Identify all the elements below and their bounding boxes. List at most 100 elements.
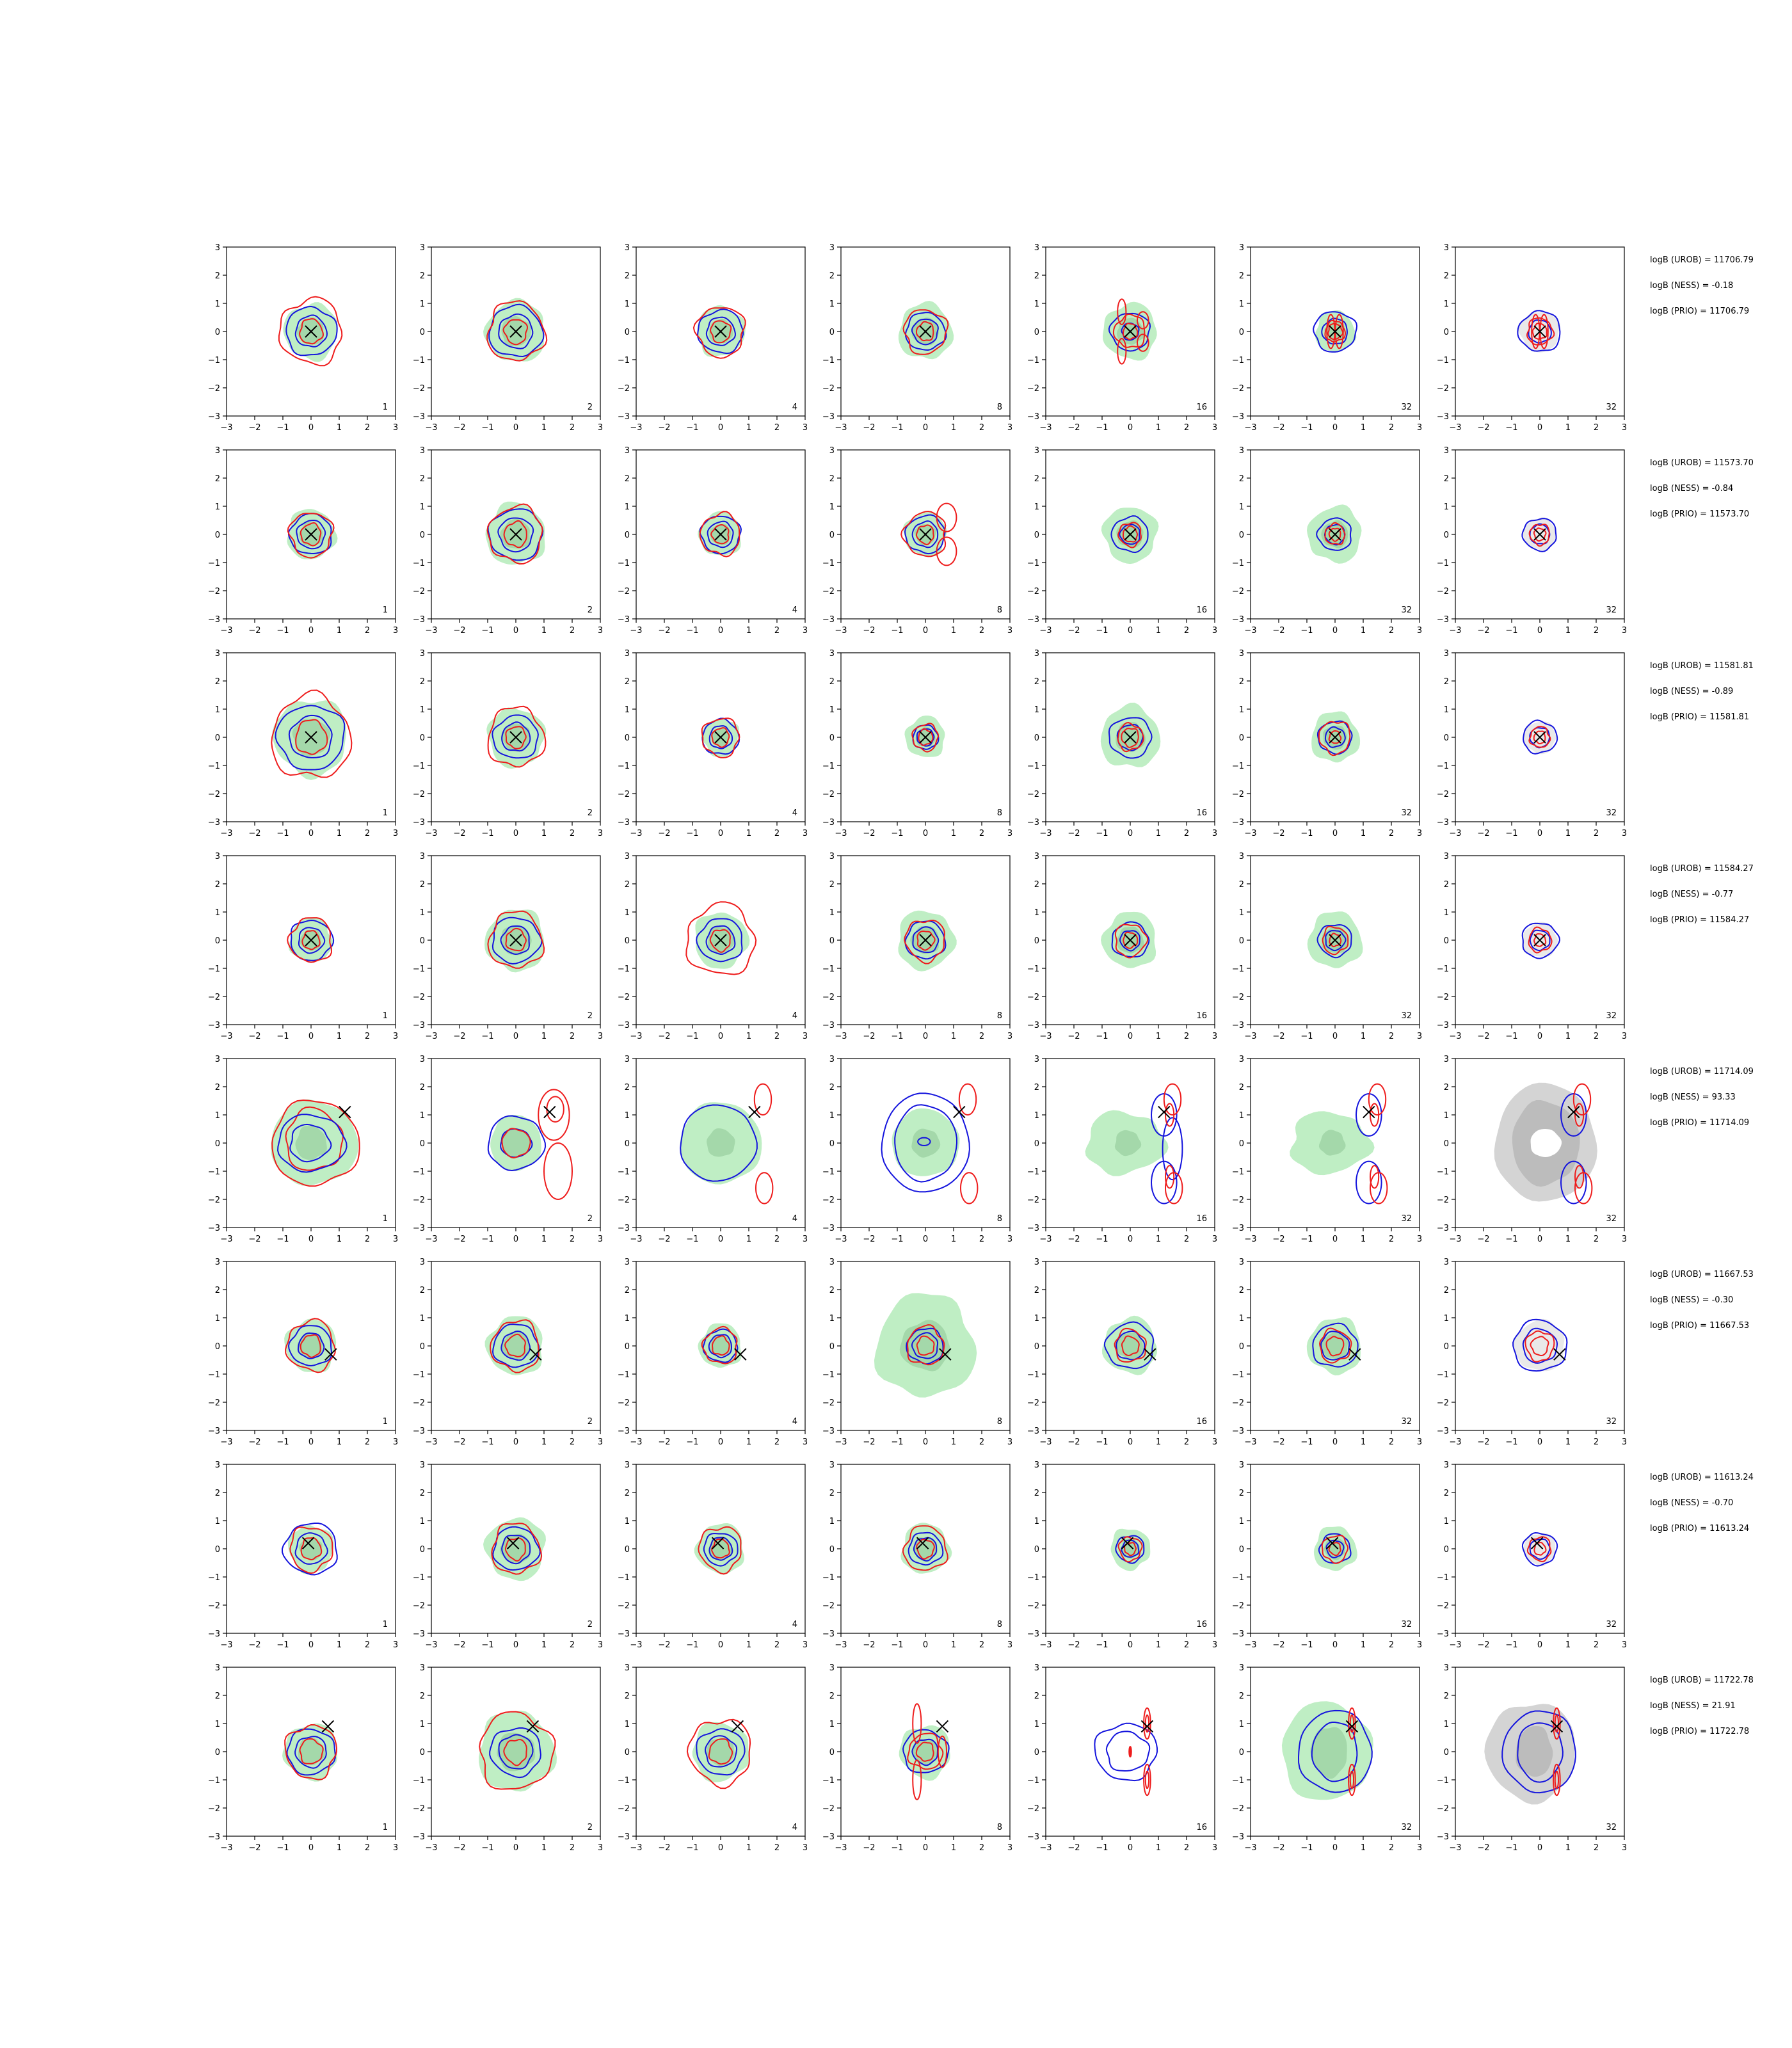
x-tick-label: 1 (746, 1032, 751, 1041)
y-tick-label: 0 (625, 936, 630, 946)
x-tick-label: 2 (365, 1640, 370, 1650)
x-tick-label: 0 (718, 423, 723, 433)
y-tick-label: −1 (1232, 762, 1244, 771)
red-contour (1526, 1536, 1552, 1562)
x-tick-label: 2 (1594, 626, 1599, 636)
column-label: 8 (997, 605, 1002, 615)
red-contour (937, 1735, 948, 1768)
y-tick-label: −1 (618, 356, 630, 365)
y-tick-label: 3 (1034, 446, 1039, 456)
y-tick-label: −2 (618, 1196, 630, 1205)
red-contour (686, 1718, 751, 1789)
x-tick-label: −1 (891, 1843, 903, 1853)
row-annotations-r1: logB (UROB) = 11706.79 logB (NESS) = -0.1… (1650, 255, 1754, 316)
density-core (298, 1738, 326, 1765)
y-tick-label: −1 (208, 1370, 220, 1380)
blue-contour (1311, 1722, 1358, 1782)
y-tick-label: −3 (1232, 1427, 1244, 1436)
x-tick-label: 3 (1622, 829, 1627, 838)
x-tick-label: −2 (658, 1437, 670, 1447)
y-tick-label: 1 (420, 300, 425, 309)
y-tick-label: −2 (1027, 1601, 1039, 1611)
y-tick-label: −1 (1232, 1167, 1244, 1177)
y-tick-label: −3 (1027, 1427, 1039, 1436)
y-tick-label: 3 (1444, 649, 1449, 659)
y-tick-label: 3 (1034, 1460, 1039, 1470)
y-tick-label: 3 (1034, 1663, 1039, 1673)
x-tick-label: 2 (1594, 1437, 1599, 1447)
y-tick-label: 2 (1444, 880, 1449, 890)
panel-r5-c2: −3−3 −2 −2 −1 −1 0 0 1 1 2 2 3 3 2 (413, 1055, 603, 1244)
x-tick-label: −2 (658, 1235, 670, 1244)
blue-contour (1162, 1117, 1183, 1181)
x-marker (1329, 325, 1341, 338)
x-tick-label: −2 (1068, 626, 1080, 636)
x-tick-label: −2 (658, 1640, 670, 1650)
y-tick-label: 1 (829, 1314, 835, 1324)
x-marker (1329, 528, 1341, 541)
x-tick-label: −3 (1039, 1640, 1052, 1650)
x-tick-label: −3 (220, 1235, 232, 1244)
x-marker (1348, 1348, 1361, 1361)
x-tick-label: −2 (863, 1843, 875, 1853)
y-tick-label: 1 (829, 908, 835, 918)
red-contour (1321, 1534, 1349, 1564)
blue-contour (1111, 921, 1150, 958)
red-contour (300, 1537, 323, 1561)
plot-area (485, 501, 545, 565)
x-tick-label: 3 (803, 1843, 808, 1853)
x-tick-label: 3 (393, 1235, 398, 1244)
y-tick-label: 2 (420, 880, 425, 890)
red-contour (1324, 522, 1346, 545)
y-tick-label: 0 (1444, 936, 1449, 946)
blue-contour (281, 1523, 338, 1576)
x-tick-label: 0 (1537, 423, 1542, 433)
column-label: 4 (792, 1417, 797, 1427)
density-core (1310, 1727, 1347, 1779)
red-contour (300, 522, 322, 547)
y-tick-label: 0 (420, 1139, 425, 1149)
y-tick-label: 3 (215, 852, 220, 861)
red-contour (712, 1335, 730, 1356)
x-tick-label: −3 (220, 1437, 232, 1447)
plot-area (1290, 1083, 1388, 1204)
plot-area (1100, 702, 1161, 767)
y-tick-label: −2 (413, 993, 425, 1002)
x-tick-label: 2 (1594, 1032, 1599, 1041)
column-label: 8 (997, 1011, 1002, 1021)
x-tick-label: 2 (1389, 423, 1394, 433)
y-tick-label: −2 (413, 790, 425, 799)
x-marker (1124, 528, 1137, 541)
x-marker (509, 731, 522, 744)
x-tick-label: 0 (1537, 1437, 1542, 1447)
red-contour (1369, 1103, 1380, 1127)
x-tick-label: 3 (1212, 1235, 1217, 1244)
annotation-text: logB (NESS) = 93.33 (1650, 1092, 1736, 1102)
plot-area (287, 509, 338, 559)
column-label: 4 (792, 808, 797, 818)
x-tick-label: −1 (1300, 423, 1313, 433)
plot-area (271, 689, 353, 780)
blue-contour (902, 1729, 950, 1773)
x-tick-label: 0 (513, 626, 518, 636)
y-tick-label: −2 (1232, 1804, 1244, 1814)
y-tick-label: 0 (1239, 531, 1244, 540)
plot-area (284, 1318, 337, 1373)
x-tick-label: −2 (248, 1437, 260, 1447)
y-tick-label: −2 (618, 993, 630, 1002)
blue-contour (904, 312, 947, 351)
x-tick-label: 3 (803, 1235, 808, 1244)
red-contour (1574, 1172, 1593, 1204)
blue-contour (1521, 922, 1561, 959)
x-tick-label: 2 (979, 1437, 984, 1447)
red-contour (1114, 1327, 1147, 1363)
y-tick-label: −1 (1232, 1370, 1244, 1380)
y-tick-label: 0 (215, 1139, 220, 1149)
panel-r5-c3: −3−3 −2 −2 −1 −1 0 0 1 1 2 2 3 3 4 (618, 1055, 808, 1244)
plot-area (1307, 504, 1362, 564)
red-contour (299, 1738, 324, 1764)
y-tick-label: 0 (1444, 1748, 1449, 1757)
plot-area (900, 502, 957, 566)
density-core (706, 1738, 735, 1767)
x-tick-label: 3 (393, 829, 398, 838)
